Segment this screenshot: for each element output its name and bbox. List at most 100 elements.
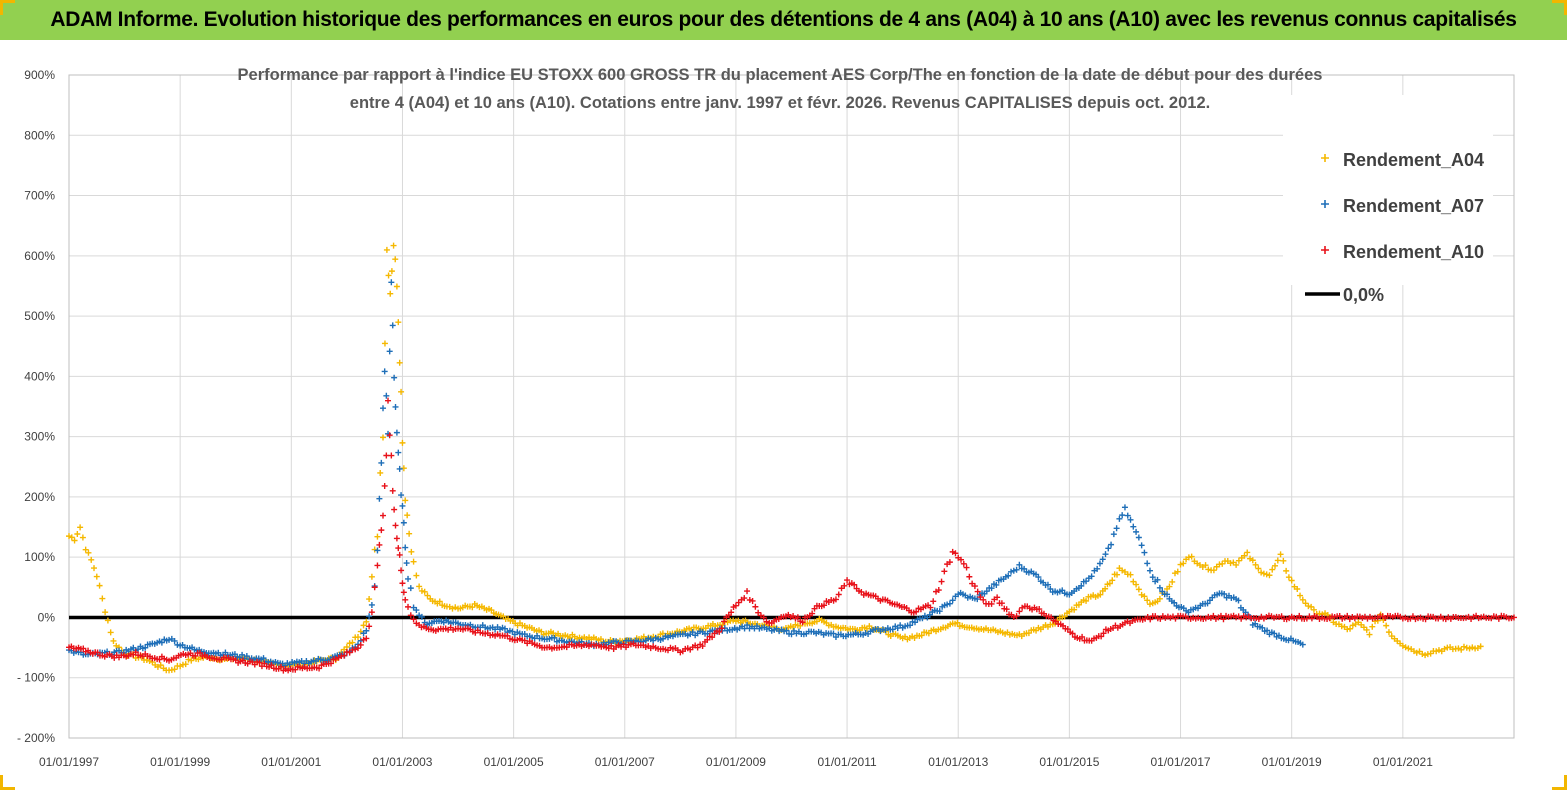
data-point	[1127, 516, 1134, 523]
data-point	[998, 600, 1005, 607]
x-tick-label: 01/01/2005	[484, 755, 544, 769]
x-tick-label: 01/01/2017	[1151, 755, 1211, 769]
data-point	[1113, 525, 1120, 532]
data-point	[142, 644, 149, 651]
data-point	[1013, 566, 1020, 573]
data-point	[949, 597, 956, 604]
data-point	[410, 616, 417, 623]
data-point	[1266, 572, 1273, 579]
data-point	[752, 603, 759, 610]
data-point	[1220, 616, 1227, 623]
data-point	[1249, 557, 1256, 564]
data-point	[383, 452, 390, 459]
data-point	[1180, 560, 1187, 567]
data-point	[1305, 603, 1312, 610]
data-point	[388, 452, 395, 459]
data-point	[332, 655, 339, 662]
data-point	[1119, 512, 1126, 519]
data-point	[393, 283, 400, 290]
data-point	[1260, 570, 1267, 577]
data-point	[405, 575, 412, 582]
data-point	[1188, 553, 1195, 560]
data-point	[389, 322, 396, 329]
data-point	[383, 246, 390, 253]
data-point	[1235, 557, 1242, 564]
data-point	[709, 634, 716, 641]
data-point	[366, 596, 373, 603]
data-point	[1252, 561, 1259, 568]
data-point	[1405, 645, 1412, 652]
data-point	[832, 596, 839, 603]
data-point	[963, 564, 970, 571]
data-point	[349, 639, 356, 646]
data-point	[1171, 599, 1178, 606]
legend-label: Rendement_A07	[1343, 196, 1484, 216]
data-point	[386, 432, 393, 439]
data-point	[841, 582, 848, 589]
data-point	[718, 625, 725, 632]
data-point	[366, 613, 373, 620]
y-tick-label: 100%	[24, 550, 55, 564]
data-point	[927, 604, 934, 611]
x-tick-label: 01/01/1997	[39, 755, 99, 769]
data-point	[99, 595, 106, 602]
y-tick-label: 600%	[24, 249, 55, 263]
data-point	[366, 623, 373, 630]
data-point	[1135, 534, 1142, 541]
data-point	[91, 565, 98, 572]
data-point	[1363, 626, 1370, 633]
data-point	[363, 627, 370, 634]
legend-label: 0,0%	[1343, 285, 1384, 305]
data-point	[360, 636, 367, 643]
data-point	[1460, 643, 1467, 650]
data-point	[1205, 566, 1212, 573]
data-point	[1227, 560, 1234, 567]
data-point	[371, 546, 378, 553]
data-point	[1114, 571, 1121, 578]
data-point	[1146, 601, 1153, 608]
data-point	[1385, 629, 1392, 636]
chart-subtitle-line: entre 4 (A04) et 10 ans (A10). Cotations…	[350, 94, 1210, 112]
data-point	[1297, 592, 1304, 599]
data-point	[504, 632, 511, 639]
data-point	[1124, 512, 1131, 519]
data-point	[374, 533, 381, 540]
data-point	[418, 613, 425, 620]
data-point	[1044, 581, 1051, 588]
x-tick-label: 01/01/2001	[261, 755, 321, 769]
data-point	[407, 585, 414, 592]
data-point	[436, 598, 443, 605]
data-point	[395, 545, 402, 552]
data-point	[1146, 567, 1153, 574]
data-point	[1347, 625, 1354, 632]
data-point	[352, 646, 359, 653]
data-point	[1133, 581, 1140, 588]
data-point	[380, 512, 387, 519]
data-point	[268, 662, 275, 669]
data-point	[1094, 565, 1101, 572]
data-point	[380, 434, 387, 441]
data-point	[689, 629, 696, 636]
data-point	[66, 533, 72, 540]
data-point	[966, 573, 973, 580]
data-point	[391, 506, 398, 513]
data-point	[501, 625, 508, 632]
data-point	[1127, 571, 1134, 578]
data-point	[413, 572, 420, 579]
corner-marker	[1552, 0, 1567, 15]
data-point	[1283, 567, 1290, 574]
data-point	[171, 637, 178, 644]
data-point	[1083, 578, 1090, 585]
data-point	[385, 272, 392, 279]
data-point	[728, 609, 735, 616]
data-point	[260, 655, 267, 662]
data-point	[407, 612, 414, 619]
data-point	[395, 319, 402, 326]
data-point	[1035, 574, 1042, 581]
data-point	[391, 374, 398, 381]
x-tick-label: 01/01/2009	[706, 755, 766, 769]
data-point	[376, 541, 383, 548]
data-point	[381, 340, 388, 347]
data-point	[971, 583, 978, 590]
legend-marker	[1321, 154, 1329, 162]
